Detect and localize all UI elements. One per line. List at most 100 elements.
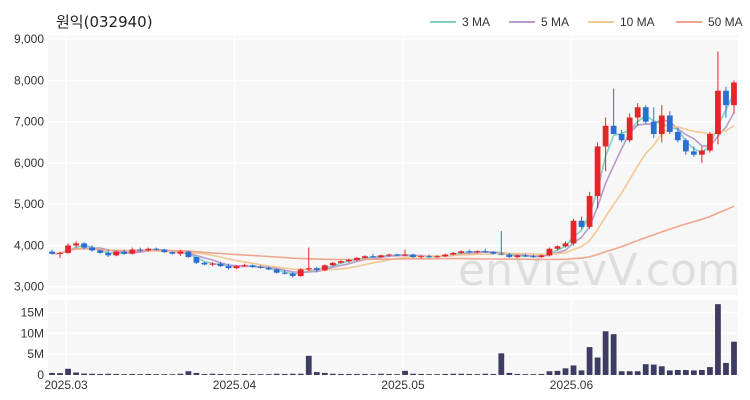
candle <box>522 253 529 258</box>
candle-body <box>458 251 465 253</box>
volume-bar <box>386 373 392 375</box>
candle <box>418 255 424 259</box>
volume-bar <box>466 373 473 375</box>
volume-bar <box>458 373 465 375</box>
candle <box>690 146 697 157</box>
x-tick-label: 2025.03 <box>44 378 88 392</box>
candle-body <box>185 251 192 258</box>
candle <box>257 265 264 269</box>
candle-body <box>121 251 128 254</box>
volume-bar <box>498 353 505 375</box>
candle-body <box>690 151 697 155</box>
candle <box>538 254 545 258</box>
volume-bar <box>129 373 136 375</box>
price-tick-label: 8,000 <box>14 73 44 87</box>
candle <box>394 253 400 257</box>
volume-bar <box>233 374 240 375</box>
candle <box>281 270 288 275</box>
candle <box>426 254 432 258</box>
candle-body <box>578 220 585 227</box>
candle-body <box>522 255 529 257</box>
legend-item: 50 MA <box>676 15 743 29</box>
candle-body <box>538 255 545 258</box>
candle <box>233 265 240 269</box>
candle-body <box>426 256 432 258</box>
volume-bar <box>370 374 376 375</box>
candle <box>466 249 473 253</box>
candle <box>81 242 87 250</box>
price-tick-label: 4,000 <box>14 238 44 252</box>
volume-bar <box>313 372 320 375</box>
volume-bar <box>394 374 400 375</box>
candle <box>249 264 256 268</box>
candle-body <box>618 134 625 141</box>
candle-body <box>554 246 561 249</box>
volume-bar <box>105 373 112 375</box>
volume-bar <box>121 374 128 375</box>
candle <box>715 51 721 145</box>
candle <box>570 218 577 246</box>
volume-bar <box>73 372 79 375</box>
volume-bar <box>682 370 689 375</box>
volume-bar <box>113 373 120 375</box>
candle-body <box>674 131 681 141</box>
candle <box>329 261 336 267</box>
volume-bar <box>161 374 168 375</box>
candle <box>121 249 128 255</box>
volume-bar <box>554 370 561 375</box>
candle-body <box>650 121 657 135</box>
candle-body <box>490 252 497 254</box>
candle <box>498 231 505 256</box>
candle-body <box>345 259 352 262</box>
volume-bar <box>177 373 184 375</box>
volume-bar <box>626 371 633 375</box>
candle-body <box>97 250 104 253</box>
candle-body <box>241 265 248 267</box>
candle <box>699 146 705 163</box>
candle <box>265 266 272 271</box>
volume-bar <box>602 331 609 375</box>
candle <box>241 263 248 267</box>
candle <box>313 266 320 273</box>
candle-body <box>434 256 441 258</box>
candle <box>458 250 465 254</box>
volume-bar <box>97 373 104 375</box>
volume-bar <box>217 373 224 375</box>
candle <box>65 243 71 254</box>
volume-bar <box>490 373 497 375</box>
candle <box>554 245 561 251</box>
candle <box>321 264 328 272</box>
candle <box>273 268 280 274</box>
candle <box>618 129 625 143</box>
volume-bar <box>65 368 71 375</box>
candle-body <box>169 252 176 254</box>
candle-body <box>586 195 593 227</box>
volume-bar <box>426 374 432 375</box>
candle <box>602 117 609 172</box>
candle <box>490 251 497 255</box>
volume-bar <box>81 373 87 375</box>
candle-body <box>81 243 87 248</box>
volume-bar <box>506 372 513 375</box>
candle-body <box>313 268 320 271</box>
volume-bar <box>514 373 521 375</box>
candle <box>97 249 104 254</box>
volume-bar <box>273 373 280 375</box>
legend-label: 10 MA <box>620 15 655 29</box>
candle <box>474 250 481 254</box>
volume-bar <box>699 370 705 375</box>
volume-bar <box>241 373 248 375</box>
volume-tick-label: 5M <box>27 347 44 361</box>
candle-body <box>482 251 489 253</box>
candle-body <box>658 115 665 135</box>
x-tick-label: 2025.06 <box>550 378 594 392</box>
legend-item: 10 MA <box>588 15 655 29</box>
candle <box>707 131 713 153</box>
candle <box>410 253 416 258</box>
candle <box>345 258 352 263</box>
candle-body <box>73 243 79 246</box>
price-tick-label: 6,000 <box>14 156 44 170</box>
volume-bars <box>49 304 737 375</box>
candle <box>209 262 216 267</box>
